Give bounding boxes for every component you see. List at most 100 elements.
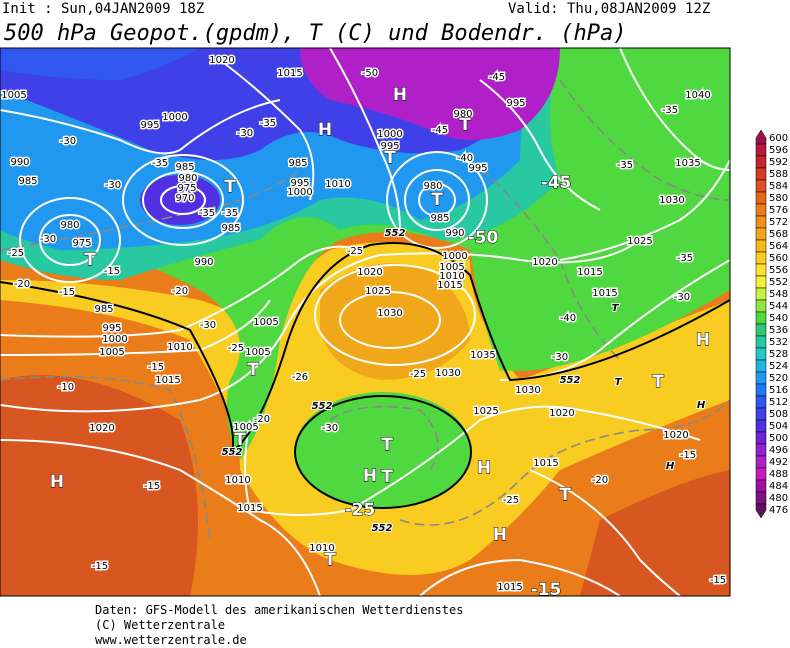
colorbar-swatch xyxy=(755,419,767,433)
isoline-label: -30 xyxy=(40,234,56,245)
pressure-center-label: T xyxy=(384,148,396,168)
colorbar-swatch xyxy=(755,371,767,385)
valid-time: Valid: Thu,08JAN2009 12Z xyxy=(508,1,710,17)
isoline-label: -30 xyxy=(105,180,121,191)
colorbar-label: 492 xyxy=(769,457,788,468)
isoline-label: 995 xyxy=(102,323,121,334)
isoline-label: -20 xyxy=(254,414,270,425)
colorbar-label: 580 xyxy=(769,193,788,204)
isoline-label: 1005 xyxy=(253,317,278,328)
pressure-center-label: T xyxy=(234,430,246,450)
isoline-label: -35 xyxy=(152,158,168,169)
colorbar-label: 576 xyxy=(769,205,788,216)
colorbar-label: 520 xyxy=(769,373,788,384)
colorbar-swatch xyxy=(755,503,767,519)
contour-label: 552 xyxy=(560,375,581,386)
colorbar-label: 540 xyxy=(769,313,788,324)
colorbar-swatch xyxy=(755,179,767,193)
colorbar-label: 504 xyxy=(769,421,788,432)
isoline-label: 1000 xyxy=(102,334,127,345)
pressure-center-label: H xyxy=(696,330,710,350)
pressure-center-label: -50 xyxy=(468,228,499,248)
isoline-label: 995 xyxy=(468,163,487,174)
isoline-label: -35 xyxy=(222,208,238,219)
isoline-label: -35 xyxy=(662,105,678,116)
isoline-label: 980 xyxy=(60,220,79,231)
isoline-label: 1025 xyxy=(473,406,498,417)
pressure-center-label: T xyxy=(459,115,471,135)
colorbar-swatch xyxy=(755,383,767,397)
cutoff-low-region xyxy=(295,392,471,508)
isoline-label: 1005 xyxy=(439,262,464,273)
footer-line: (C) Wetterzentrale xyxy=(95,618,225,632)
isoline-label: 970 xyxy=(175,193,194,204)
isoline-label: 980 xyxy=(178,173,197,184)
colorbar-swatch xyxy=(755,359,767,373)
colorbar-label: 600 xyxy=(769,133,788,144)
colorbar-swatch xyxy=(755,407,767,421)
isoline-label: -20 xyxy=(14,279,30,290)
colorbar-swatch xyxy=(755,215,767,229)
colorbar-label: 596 xyxy=(769,145,788,156)
isoline-label: -15 xyxy=(710,575,726,586)
pressure-center-label: T xyxy=(559,485,571,505)
colorbar-swatch xyxy=(755,263,767,277)
isoline-label: 975 xyxy=(177,183,196,194)
isoline-label: 1010 xyxy=(167,342,192,353)
colorbar-swatch xyxy=(755,335,767,349)
colorbar-swatch xyxy=(755,479,767,493)
isoline-label: -40 xyxy=(560,313,576,324)
isoline-label: 1015 xyxy=(533,458,558,469)
isoline-label: 985 xyxy=(175,162,194,173)
map: 1020101510059951000990985980975985995100… xyxy=(0,47,731,600)
isoline-label: 1010 xyxy=(309,543,334,554)
isoline-label: -25 xyxy=(410,369,426,380)
temperature-contours xyxy=(0,79,730,541)
isoline-label: -25 xyxy=(228,343,244,354)
pressure-center-label: T xyxy=(381,435,393,455)
colorbar-swatch xyxy=(755,431,767,445)
isoline-label: 990 xyxy=(194,257,213,268)
colorbar-swatch xyxy=(755,443,767,457)
colorbar-label: 524 xyxy=(769,361,788,372)
isoline-label: 1035 xyxy=(470,350,495,361)
isobars xyxy=(0,48,730,596)
colorbar-label: 488 xyxy=(769,469,788,480)
contour-label: 552 xyxy=(222,447,243,458)
isoline-label: 980 xyxy=(453,109,472,120)
isoline-label: 1005 xyxy=(233,422,258,433)
isoline-label: -35 xyxy=(677,253,693,264)
colorbar-swatch xyxy=(755,251,767,265)
isoline-label: 1010 xyxy=(225,475,250,486)
isoline-label: 1015 xyxy=(155,375,180,386)
pressure-center-label: H xyxy=(477,458,491,478)
isoline-label: -15 xyxy=(148,362,164,373)
isoline-label: -15 xyxy=(92,561,108,572)
pressure-center-label: -15 xyxy=(531,580,562,600)
isoline-label: 1015 xyxy=(577,267,602,278)
isoline-label: 1020 xyxy=(532,257,557,268)
contour-label: 552 xyxy=(385,228,406,239)
isoline-label: 1020 xyxy=(663,430,688,441)
colorbar-label: 512 xyxy=(769,397,788,408)
isoline-label: 1010 xyxy=(325,179,350,190)
isoline-label: -35 xyxy=(260,118,276,129)
contour-label: H xyxy=(666,461,675,472)
contour-552 xyxy=(294,395,472,509)
colorbar-label: 560 xyxy=(769,253,788,264)
isoline-label: 1015 xyxy=(237,503,262,514)
colorbar-swatch xyxy=(755,203,767,217)
isoline-label: 990 xyxy=(10,157,29,168)
blue-region xyxy=(0,48,200,80)
colorbar-swatch xyxy=(755,287,767,301)
colorbar-label: 536 xyxy=(769,325,788,336)
isoline-label: -45 xyxy=(432,125,448,136)
isoline-label: 995 xyxy=(380,141,399,152)
pressure-center-label: T xyxy=(381,467,393,487)
colorbar-swatch xyxy=(755,311,767,325)
isoline-label: 980 xyxy=(423,181,442,192)
colorbar-label: 496 xyxy=(769,445,788,456)
isoline-label: -25 xyxy=(8,248,24,259)
colorbar-swatch xyxy=(755,347,767,361)
isoline-label: 1005 xyxy=(99,347,124,358)
